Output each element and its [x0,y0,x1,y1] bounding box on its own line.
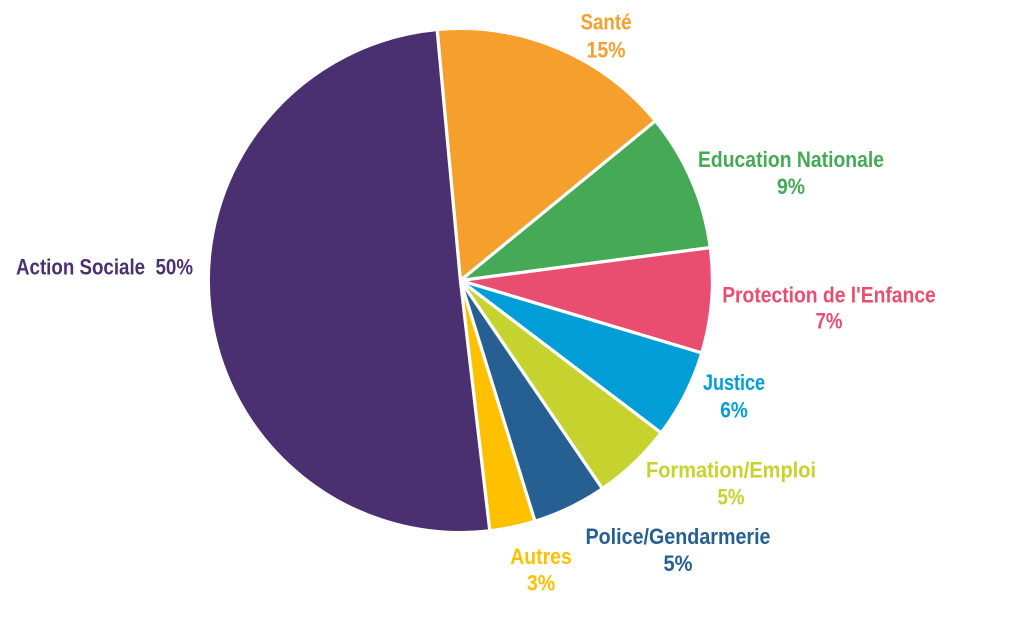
svg-text:6%: 6% [720,397,748,422]
svg-text:15%: 15% [587,38,626,63]
svg-text:5%: 5% [664,551,693,576]
svg-text:Education Nationale: Education Nationale [698,147,884,172]
svg-text:Santé: Santé [581,9,632,34]
svg-text:9%: 9% [777,174,805,199]
svg-text:Police/Gendarmerie: Police/Gendarmerie [586,524,771,549]
svg-text:7%: 7% [816,309,843,334]
svg-text:Autres: Autres [510,544,572,569]
svg-text:Protection de l'Enfance: Protection de l'Enfance [722,283,936,308]
svg-text:Formation/Emploi: Formation/Emploi [646,458,816,483]
svg-text:Justice: Justice [703,370,765,395]
svg-text:3%: 3% [527,571,555,596]
svg-text:5%: 5% [718,484,745,509]
svg-text:Action Sociale 50%: Action Sociale 50% [16,254,193,279]
